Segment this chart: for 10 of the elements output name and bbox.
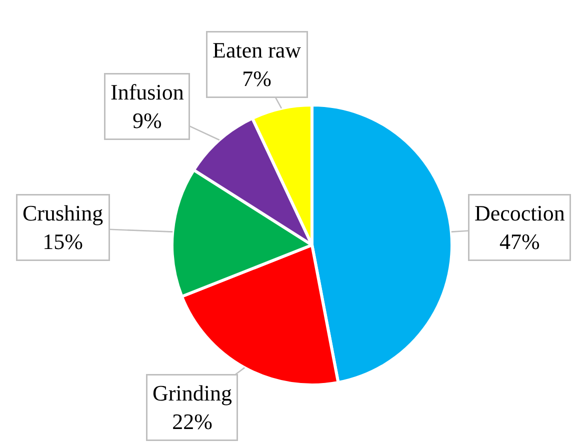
data-label: 7% bbox=[242, 66, 272, 92]
data-label: 15% bbox=[42, 229, 84, 254]
data-label: 22% bbox=[172, 409, 212, 434]
data-label: 47% bbox=[500, 229, 540, 254]
slice-label: Crushing bbox=[22, 200, 104, 226]
slice-label: Infusion bbox=[110, 80, 184, 104]
slice-label: Eaten raw bbox=[212, 38, 302, 62]
slice-label: Grinding bbox=[152, 380, 232, 406]
data-label: 9% bbox=[132, 108, 162, 134]
slice-label: Decoction bbox=[474, 200, 565, 226]
